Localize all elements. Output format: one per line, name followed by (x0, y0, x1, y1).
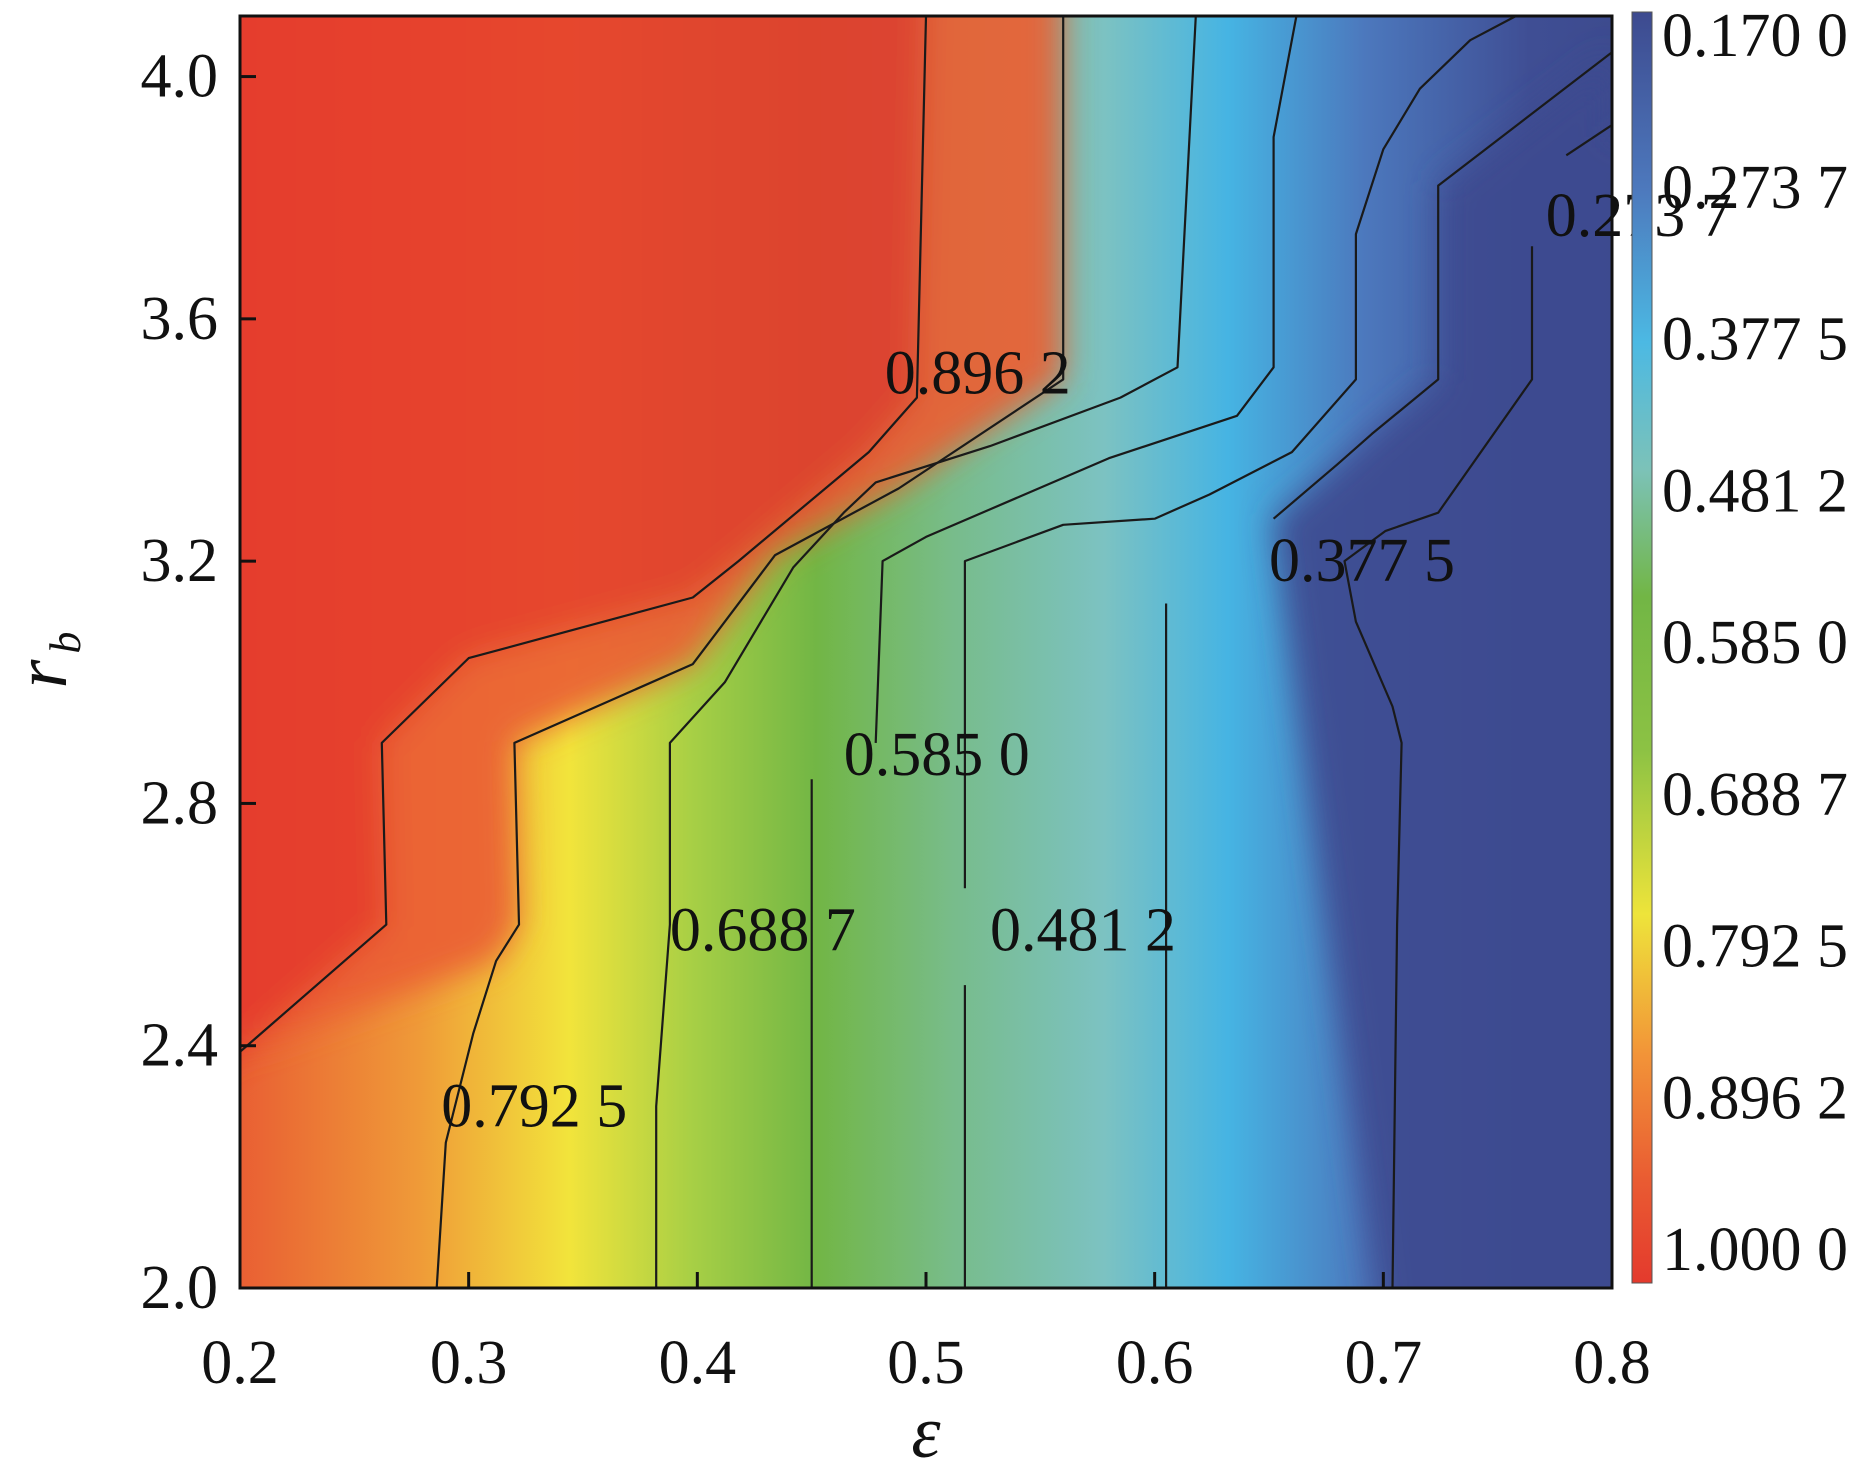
colorbar-tick-label: 0.792 5 (1662, 913, 1848, 981)
y-tick-label: 2.8 (141, 769, 219, 837)
colorbar-scale (1631, 11, 1653, 1284)
x-tick-label: 0.3 (430, 1329, 508, 1397)
contour-labels: 0.896 2 0.792 5 0.688 7 0.585 0 0.481 2 0.377… (441, 182, 1731, 1140)
region-deep-blue (1273, 52, 1612, 1288)
contour-line-2 (655, 16, 1197, 1288)
colorbar: 0.170 0 0.273 7 0.377 5 0.481 2 0.585 0 0.688… (1631, 2, 1848, 1284)
contour-line-4 (874, 16, 1298, 743)
contour-line-9 (1343, 246, 1534, 1288)
y-tick-label: 4.0 (141, 43, 219, 111)
y-axis-title-subscript: b (41, 632, 90, 654)
x-tick-label: 0.5 (887, 1329, 965, 1397)
y-tick-label: 3.6 (141, 285, 219, 353)
color-field-overlay (240, 16, 1612, 1288)
colorbar-tick-label: 0.273 7 (1662, 154, 1848, 222)
x-axis-title: ε (911, 1392, 941, 1462)
y-tick-label: 3.2 (141, 527, 219, 595)
contour-label-5: 0.481 2 (990, 897, 1176, 965)
contour-line-1 (435, 16, 1065, 1288)
colorbar-tick-label: 0.585 0 (1662, 609, 1848, 677)
svg-text:rb: rb (1, 632, 90, 689)
x-axis: 0.2 0.3 0.4 0.5 0.6 0.7 0.8 (201, 1272, 1651, 1397)
x-tick-label: 0.7 (1345, 1329, 1423, 1397)
contour-line-8 (1272, 51, 1612, 520)
colorbar-tick-label: 0.688 7 (1662, 761, 1848, 829)
y-tick-label: 2.0 (141, 1254, 219, 1322)
colorbar-tick-label: 0.170 0 (1662, 2, 1848, 70)
contour-label-2: 0.688 7 (670, 897, 856, 965)
colorbar-tick-label: 0.481 2 (1662, 457, 1848, 525)
region-red (240, 16, 926, 1052)
x-tick-label: 0.8 (1573, 1329, 1651, 1397)
region-orange (240, 16, 1064, 1052)
colorbar-tick-label: 1.000 0 (1662, 1216, 1848, 1284)
contour-line-0 (240, 16, 928, 1053)
y-axis: 2.0 2.4 2.8 3.2 3.6 4.0 (141, 43, 256, 1322)
y-tick-label: 2.4 (141, 1012, 219, 1080)
plot-area: 0.896 2 0.792 5 0.688 7 0.585 0 0.481 2 0.377… (1, 14, 1732, 1462)
colorbar-tick-label: 0.377 5 (1662, 306, 1848, 374)
x-tick-label: 0.6 (1116, 1329, 1194, 1397)
colorbar-tick-label: 0.896 2 (1662, 1064, 1848, 1132)
contour-label-7: 0.377 5 (1269, 527, 1455, 595)
contour-label-0: 0.896 2 (885, 339, 1071, 407)
contour-line-6 (963, 16, 1517, 889)
x-tick-label: 0.2 (201, 1329, 279, 1397)
y-axis-title-main: r (1, 658, 83, 688)
x-tick-label: 0.4 (659, 1329, 737, 1397)
contour-label-3: 0.585 0 (844, 721, 1030, 789)
contour-line-10 (1565, 124, 1612, 157)
y-axis-title: rb (1, 632, 90, 689)
contour-lines (240, 16, 1612, 1288)
colorbar-labels: 0.170 0 0.273 7 0.377 5 0.481 2 0.585 0 0.688… (1662, 2, 1848, 1284)
contour-label-1: 0.792 5 (441, 1072, 627, 1140)
